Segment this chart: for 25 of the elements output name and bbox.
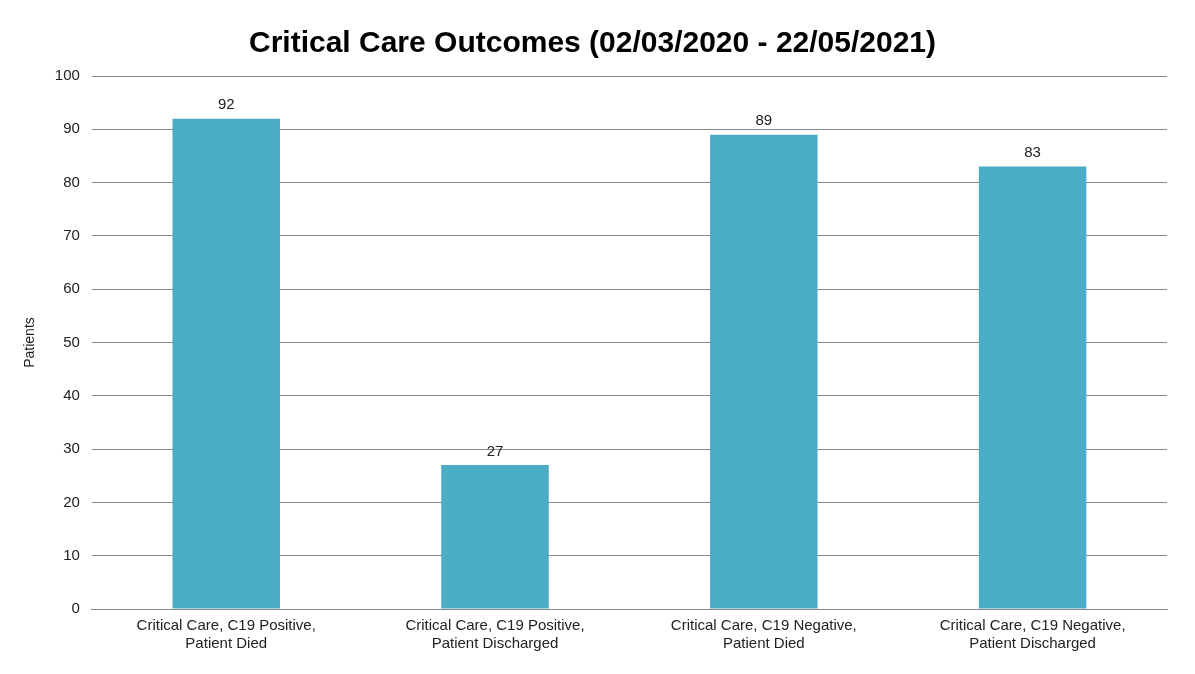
bar <box>710 134 818 609</box>
y-tick-label: 40 <box>63 385 80 403</box>
data-label: 83 <box>1024 143 1041 161</box>
x-tick-label: Critical Care, C19 Positive, Patient Died <box>136 616 316 652</box>
y-tick-label: 20 <box>63 492 80 510</box>
y-tick-label: 70 <box>63 226 80 244</box>
x-tick-label: Critical Care, C19 Positive, Patient Discharged <box>405 616 585 652</box>
data-label: 92 <box>217 95 235 113</box>
y-axis-title: Patients <box>21 317 38 368</box>
bar <box>172 118 280 609</box>
y-tick-label: 60 <box>63 279 80 297</box>
x-tick-label: Critical Care, C19 Negative, Patient Died <box>670 616 857 652</box>
y-tick-label: 50 <box>63 332 80 350</box>
data-label: 89 <box>755 111 773 129</box>
y-tick-label: 80 <box>63 172 80 190</box>
y-tick-label: 30 <box>63 439 80 457</box>
bar <box>978 166 1087 609</box>
x-tick-label: Critical Care, C19 Negative, Patient Discharged <box>939 616 1126 652</box>
data-label: 27 <box>486 441 504 459</box>
y-tick-label: 100 <box>54 66 80 84</box>
chart-title: Critical Care Outcomes (02/03/2020 - 22/05/2021) <box>248 25 937 59</box>
y-tick-label: 90 <box>63 119 80 137</box>
y-tick-label: 10 <box>63 545 80 563</box>
bar <box>441 465 549 609</box>
y-tick-label: 0 <box>71 599 80 617</box>
